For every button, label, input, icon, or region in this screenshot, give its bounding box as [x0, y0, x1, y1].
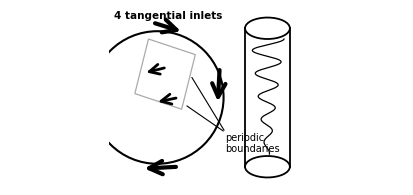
Text: 4 tangential inlets: 4 tangential inlets: [114, 11, 222, 21]
Text: periodic
boundaries: periodic boundaries: [225, 133, 280, 154]
